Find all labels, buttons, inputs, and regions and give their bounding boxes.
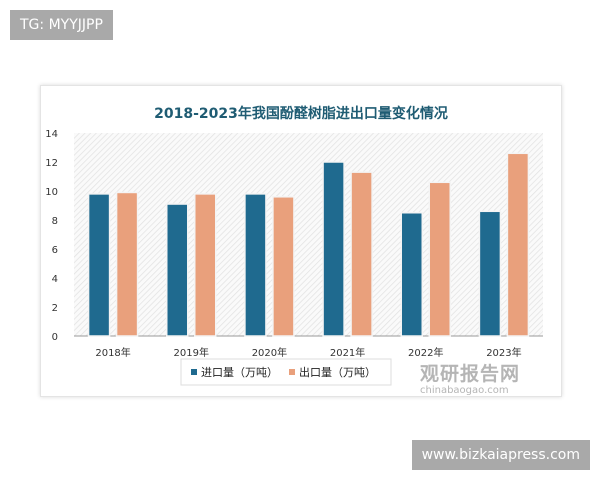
- x-tick-label: 2020年: [252, 346, 287, 359]
- y-tick-label: 2: [52, 303, 58, 314]
- watermark-tag-top: TG: MYYJJPP: [10, 10, 113, 40]
- chart-card: 2018-2023年我国酚醛树脂进出口量变化情况 0 2 4 6 8 10 12 14 2018…: [40, 85, 562, 397]
- x-tick-label: 2022年: [408, 346, 443, 359]
- bar-export: [115, 191, 139, 337]
- bar-import: [244, 193, 267, 337]
- bar-import: [87, 193, 111, 337]
- y-tick-label: 12: [45, 158, 58, 169]
- bar-export: [506, 152, 530, 337]
- bar-import: [400, 212, 423, 337]
- watermark-logo: 观研报告网 chinabaogao.com: [420, 364, 520, 396]
- x-tick-label: 2021年: [330, 346, 365, 359]
- bar-import: [478, 210, 502, 337]
- watermark-name: 观研报告网: [420, 363, 521, 385]
- bar-export: [428, 181, 451, 337]
- plot-background: [74, 133, 543, 336]
- bar-import: [322, 161, 345, 337]
- y-tick-label: 14: [45, 129, 58, 140]
- watermark-url: chinabaogao.com: [420, 384, 509, 396]
- chart-title: 2018-2023年我国酚醛树脂进出口量变化情况: [154, 105, 448, 122]
- bar-chart: 2018-2023年我国酚醛树脂进出口量变化情况 0 2 4 6 8 10 12 14 2018…: [45, 105, 543, 386]
- legend-label: 进口量（万吨）: [201, 366, 278, 379]
- y-tick-label: 8: [52, 216, 58, 227]
- bar-export: [194, 193, 217, 337]
- legend-swatch: [191, 369, 197, 375]
- bar-export: [272, 196, 295, 337]
- legend-box: [180, 358, 392, 386]
- watermark-tag-bottom: www.bizkaiapress.com: [411, 440, 590, 470]
- y-tick-label: 0: [52, 332, 58, 343]
- y-tick-label: 4: [52, 274, 58, 285]
- bar-import: [166, 203, 189, 337]
- bar-export: [350, 171, 373, 337]
- y-tick-label: 6: [52, 245, 58, 256]
- y-tick-label: 10: [45, 187, 58, 198]
- legend-swatch: [289, 369, 295, 375]
- x-tick-label: 2018年: [95, 346, 130, 359]
- legend-label: 出口量（万吨）: [299, 365, 376, 379]
- x-tick-label: 2023年: [486, 346, 521, 359]
- x-tick-label: 2019年: [174, 346, 209, 359]
